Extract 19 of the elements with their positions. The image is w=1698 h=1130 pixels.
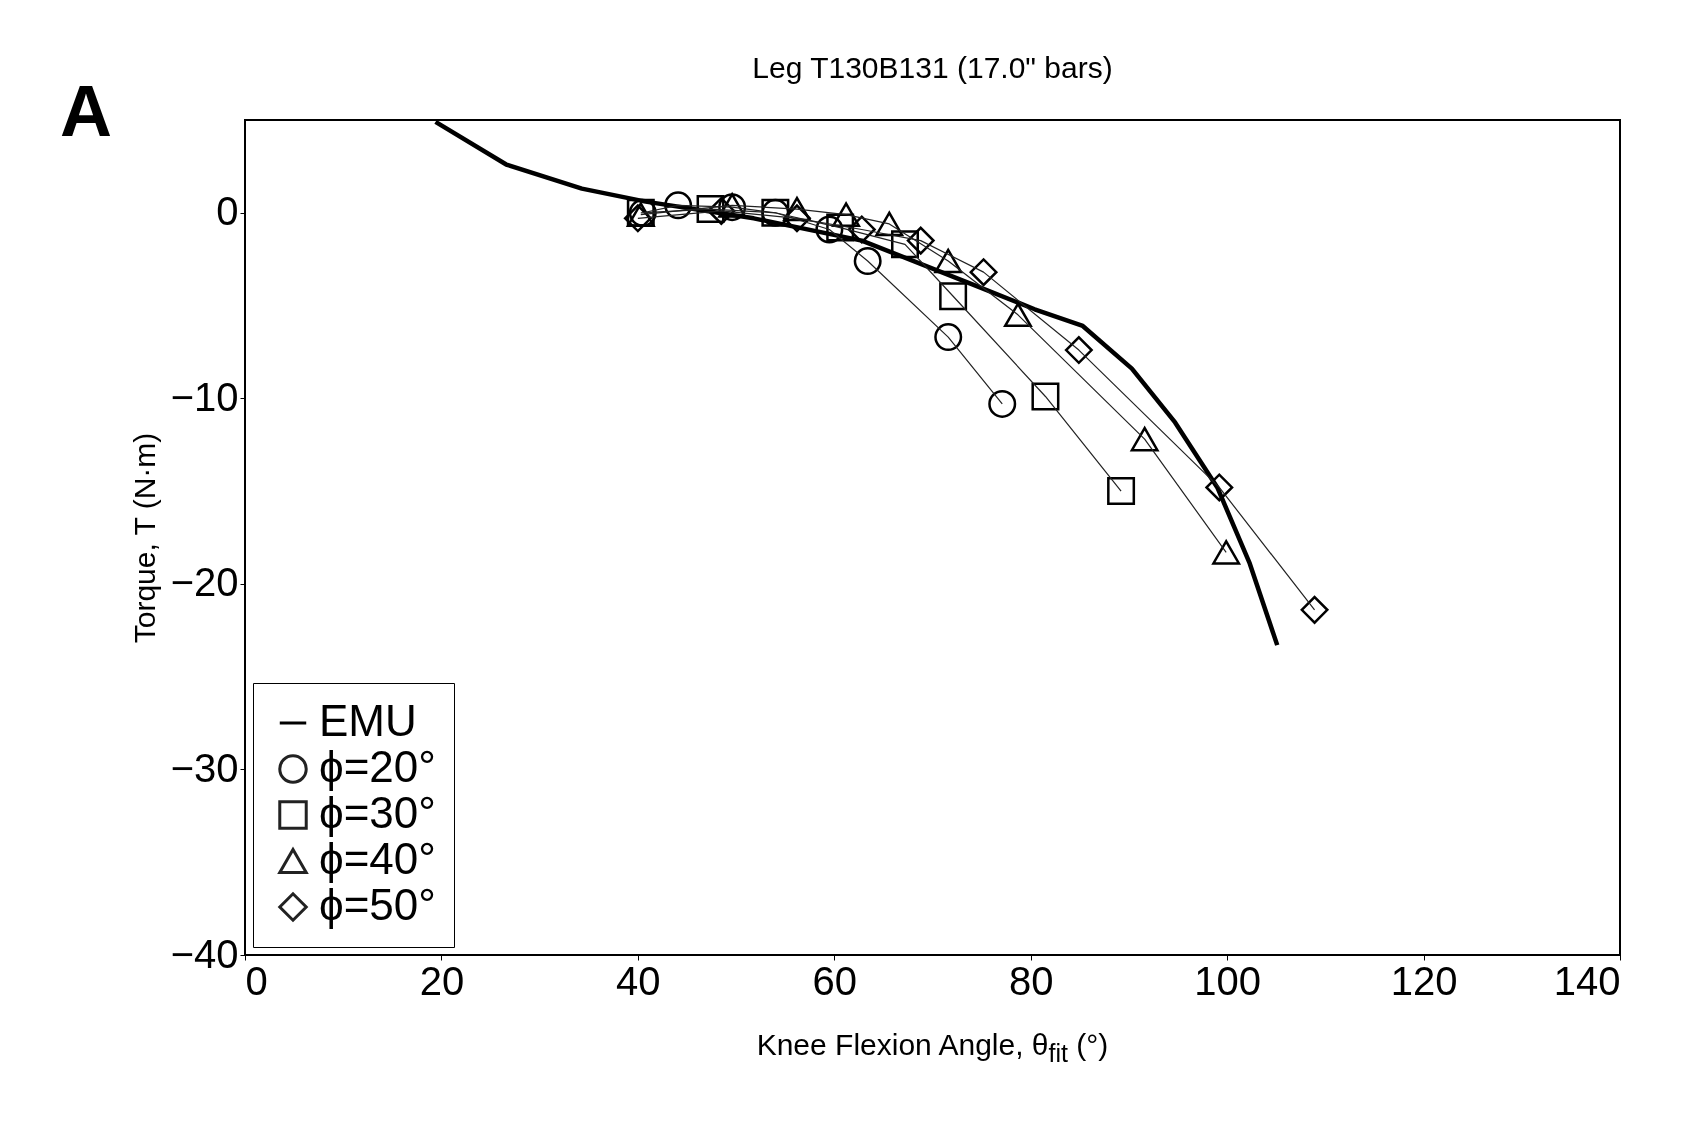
y-tick-label: −40 bbox=[170, 931, 239, 976]
x-tick-label: 120 bbox=[1390, 958, 1458, 1003]
y-tick-label: −30 bbox=[170, 745, 239, 790]
y-tick-label: −20 bbox=[170, 560, 239, 605]
legend-label: ϕ=20° bbox=[319, 742, 436, 791]
x-tick-label: 40 bbox=[616, 958, 661, 1003]
x-tick-label: 140 bbox=[1553, 958, 1621, 1003]
y-axis-title: Torque, T (N·m) bbox=[127, 432, 161, 644]
text: A bbox=[60, 70, 112, 152]
chart-title: Leg T130B131 (17.0" bars) bbox=[752, 50, 1113, 84]
x-axis-title: Knee Flexion Angle, θ$_{fit}$ (°) bbox=[755, 1028, 1110, 1068]
x-tick-label: 80 bbox=[1008, 958, 1054, 1003]
x-tick-label: 0 bbox=[245, 958, 268, 1003]
x-tick-label: 100 bbox=[1194, 958, 1262, 1003]
legend-label: EMU bbox=[319, 696, 417, 745]
y-tick-label: −10 bbox=[170, 374, 239, 419]
x-tick-label: 60 bbox=[812, 958, 858, 1003]
x-tick-label: 20 bbox=[419, 958, 465, 1003]
y-tick-label: 0 bbox=[216, 189, 239, 234]
